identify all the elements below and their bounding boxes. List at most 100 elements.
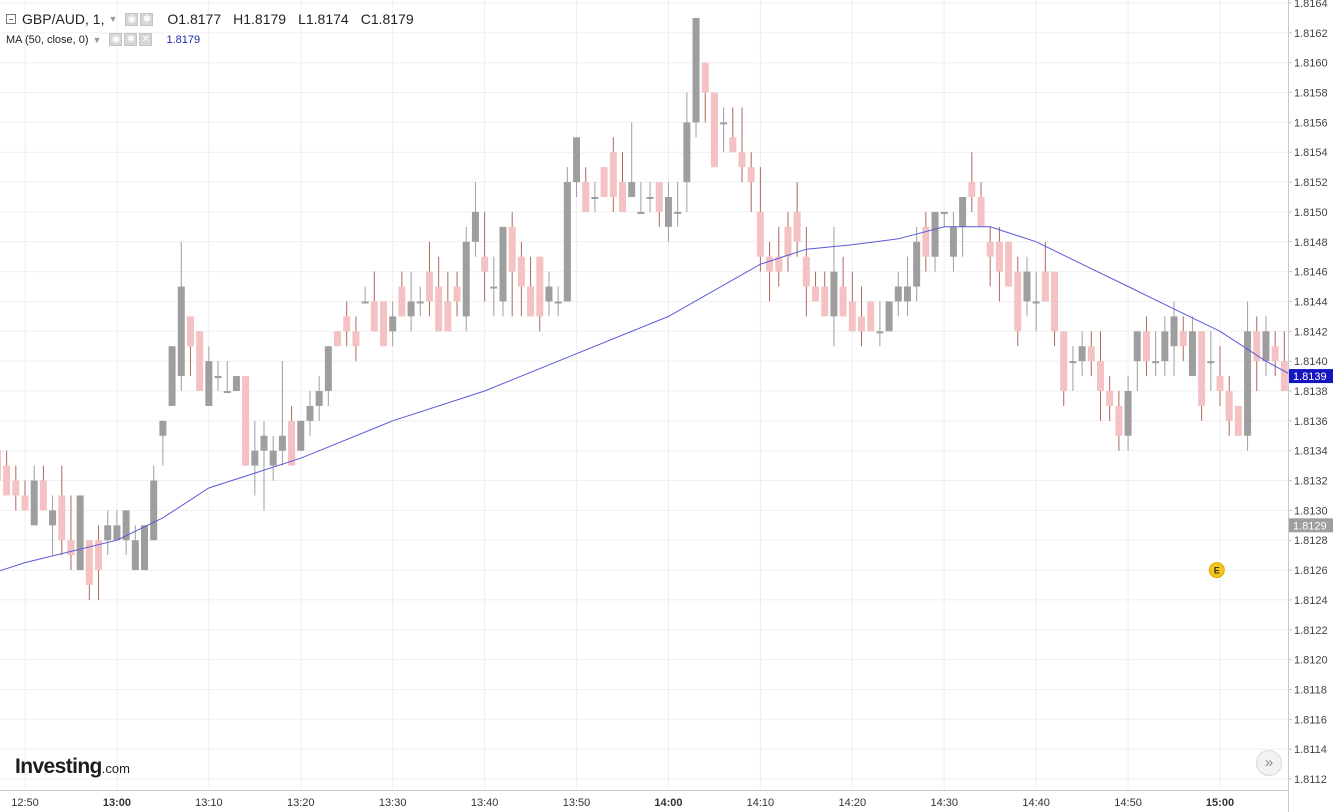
y-tick-label: 1.8160 (1294, 58, 1328, 70)
candle-body (1142, 331, 1150, 362)
candle-body (940, 211, 948, 214)
ma-visibility-icon[interactable]: ◉ (109, 33, 123, 46)
candle-body (1078, 346, 1086, 362)
candle-body (766, 256, 774, 272)
candle-body (848, 301, 856, 332)
y-tick-label: 1.8118 (1294, 684, 1327, 696)
candle-body (150, 480, 158, 541)
candle-body (931, 211, 939, 257)
candle-body (288, 420, 296, 466)
candle-body (269, 450, 277, 466)
candle-body (297, 420, 305, 451)
candle-body (389, 316, 397, 332)
candle-body (674, 211, 682, 214)
candle-body (812, 286, 820, 302)
candle-body (545, 286, 553, 302)
candle-body (398, 286, 406, 317)
event-marker-label: E (1214, 566, 1220, 576)
y-tick-label: 1.8162 (1294, 28, 1328, 40)
candle-body (315, 391, 323, 406)
candle-body (508, 226, 516, 272)
ma-legend: MA (50, close, 0) ▼ ◉ ✱ ✕ 1.8179 (6, 33, 200, 46)
candle-body (600, 167, 608, 197)
candle-body (591, 197, 599, 199)
candle-body (995, 241, 1003, 272)
candle-body (122, 510, 130, 541)
x-tick-label: 13:10 (195, 797, 223, 809)
y-tick-label: 1.8136 (1294, 416, 1328, 428)
candle-body (628, 182, 636, 197)
collapse-icon[interactable] (6, 14, 16, 24)
settings-icon[interactable]: ✱ (140, 12, 154, 26)
candle-body (104, 525, 112, 541)
candle-body (949, 226, 957, 257)
candle-body (619, 182, 626, 212)
candle-body (343, 316, 351, 332)
ma-close-icon[interactable]: ✕ (139, 33, 153, 46)
y-tick-label: 1.8142 (1294, 326, 1328, 338)
candle-body (894, 286, 902, 302)
candle-body (67, 540, 75, 556)
ma-chevron-down-icon[interactable]: ▼ (92, 34, 102, 45)
event-marker (1208, 562, 1225, 579)
x-tick-label: 14:30 (930, 797, 958, 809)
close-value: 1.8179 (370, 11, 414, 27)
high-value: 1.8179 (243, 11, 287, 27)
candle-body (481, 256, 489, 272)
candle-body (903, 286, 911, 302)
x-tick-label: 13:00 (103, 797, 131, 809)
candle-body (49, 510, 57, 526)
y-tick-label: 1.8144 (1294, 296, 1328, 308)
y-tick-label: 1.8154 (1294, 147, 1328, 159)
candle-body (232, 376, 240, 391)
candle-body (692, 17, 700, 123)
candle-body (242, 376, 250, 466)
double-chevron-right-icon[interactable]: » (1256, 750, 1282, 776)
chevron-down-icon[interactable]: ▼ (108, 14, 118, 24)
candle-body (1262, 331, 1270, 362)
candle-body (1253, 331, 1261, 362)
symbol-legend: GBP/AUD, 1, ▼ ◉ ✱ O 1.8177 H 1.8179 L 1.817… (6, 11, 414, 27)
candle-body (490, 286, 498, 289)
candle-body (416, 301, 424, 304)
candle-body (775, 256, 783, 272)
candle-body (30, 480, 38, 526)
candle-body (444, 301, 452, 332)
y-tick-label: 1.8146 (1294, 267, 1328, 279)
candle-body (1234, 405, 1242, 436)
candle-body (517, 256, 525, 287)
candle-body (1225, 391, 1233, 421)
last-price-label: 1.8129 (1293, 520, 1327, 532)
candle-body (58, 495, 66, 541)
y-tick-label: 1.8134 (1294, 446, 1328, 458)
candle-body (1051, 271, 1059, 332)
candle-body (858, 316, 865, 332)
candle-body (113, 525, 121, 541)
candle-body (380, 301, 387, 347)
y-tick-label: 1.8158 (1294, 88, 1328, 100)
candle-body (720, 122, 728, 125)
ma-value: 1.8179 (166, 33, 201, 46)
close-label: C (360, 11, 371, 27)
candle-body (1179, 331, 1187, 347)
candle-body (536, 256, 544, 317)
candle-body (664, 197, 672, 227)
visibility-icon[interactable]: ◉ (125, 12, 139, 26)
candle-body (701, 62, 709, 93)
candle-body (637, 211, 645, 214)
x-tick-label: 14:20 (839, 797, 867, 809)
candle-body (186, 316, 194, 347)
y-tick-label: 1.8122 (1294, 625, 1328, 637)
candle-body (922, 226, 930, 257)
y-tick-label: 1.8114 (1294, 744, 1327, 756)
candle-body (968, 182, 976, 197)
ma-label: MA (50, close, 0) (6, 33, 89, 46)
candles-layer (0, 17, 1288, 600)
candle-body (407, 301, 415, 317)
ma-price-label-bg (1289, 369, 1333, 384)
candle-body (223, 391, 231, 393)
ma-settings-icon[interactable]: ✱ (124, 33, 138, 46)
candle-body (867, 301, 875, 332)
candle-body (76, 495, 84, 571)
